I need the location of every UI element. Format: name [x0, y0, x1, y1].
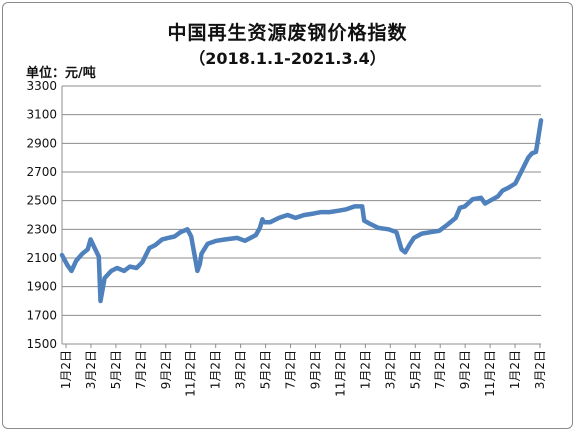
x-tick-label: 3月2日: [234, 350, 248, 389]
x-tick-label: 11月2日: [333, 350, 347, 397]
x-tick-label: 1月2日: [358, 350, 372, 389]
x-tick-label: 5月2日: [259, 350, 273, 389]
x-tick-label: 9月2日: [159, 350, 173, 389]
y-tick-label: 2500: [26, 194, 57, 208]
y-tick-label: 3300: [26, 79, 57, 93]
x-tick-label: 3月2日: [84, 350, 98, 389]
x-tick-label: 9月2日: [308, 350, 322, 389]
x-tick-label: 1月2日: [59, 350, 73, 389]
y-tick-label: 1500: [26, 337, 57, 351]
series-line: [59, 118, 544, 304]
x-tick-label: 1月2日: [508, 350, 522, 389]
chart-title: 中国再生资源废钢价格指数: [167, 22, 408, 44]
y-tick-label: 2300: [26, 222, 57, 236]
x-tick-label: 3月2日: [533, 350, 547, 389]
x-tick-label: 11月2日: [184, 350, 198, 397]
y-tick-label: 2700: [26, 165, 57, 179]
y-tick-label: 2900: [26, 136, 57, 150]
y-tick-label: 2100: [26, 251, 57, 265]
x-tick-label: 7月2日: [433, 350, 447, 389]
y-axis-unit-label: 单位：元/吨: [26, 66, 96, 81]
x-tick-label: 11月2日: [483, 350, 497, 397]
x-tick-label: 5月2日: [109, 350, 123, 389]
x-tick-label: 1月2日: [209, 350, 223, 389]
x-tick-label: 9月2日: [458, 350, 472, 389]
x-tick-label: 7月2日: [134, 350, 148, 389]
y-tick-label: 1900: [26, 280, 57, 294]
x-tick-label: 7月2日: [284, 350, 298, 389]
y-tick-label: 3100: [26, 108, 57, 122]
y-tick-label: 1700: [26, 308, 57, 322]
chart-subtitle: （2018.1.1-2021.3.4）: [189, 49, 386, 68]
x-tick-label: 5月2日: [408, 350, 422, 389]
x-tick-label: 3月2日: [383, 350, 397, 389]
